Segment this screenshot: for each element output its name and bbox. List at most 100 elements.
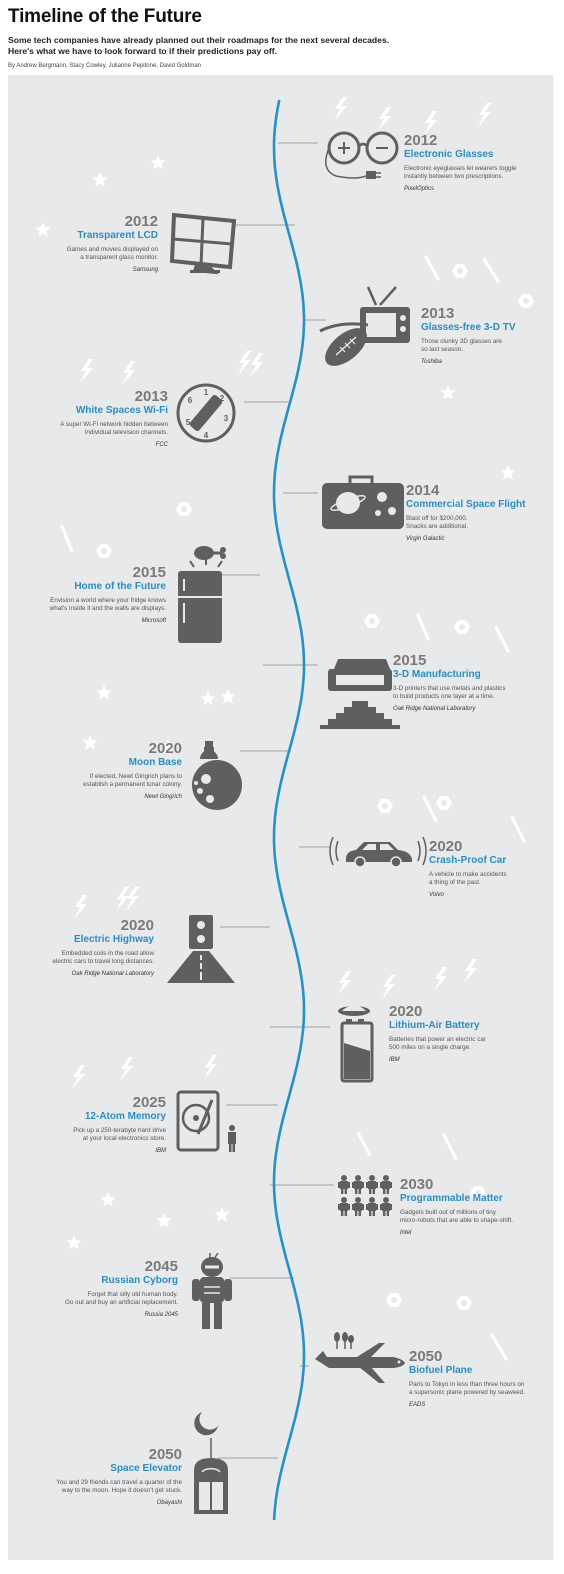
- printer-pyramid-icon: [320, 659, 400, 729]
- timeline-curve: [272, 99, 306, 1521]
- tv-football-icon: [319, 286, 410, 366]
- nut-hole: [382, 803, 388, 809]
- star-decoration: [500, 465, 516, 480]
- star-decoration: [214, 1207, 230, 1222]
- bolt-decoration: [338, 971, 351, 995]
- bolt-decoration: [116, 887, 129, 911]
- bolt-decoration: [250, 353, 263, 377]
- timeline-item-electric-highway: 2020 Electric Highway Embedded coils in …: [8, 917, 155, 977]
- item-source: Volvo: [429, 892, 444, 898]
- item-year: 2020: [148, 740, 182, 757]
- item-description: Those clunky 3D glasses are so last seas…: [421, 338, 502, 353]
- nail-decoration: [442, 1133, 458, 1161]
- nut-hole: [461, 1300, 467, 1306]
- star-decoration: [82, 735, 98, 750]
- timeline-item-crash-proof-car: 2020 Crash-Proof Car A vehicle to make a…: [429, 839, 549, 898]
- timeline-item-programmable-matter: 2030 Programmable Matter Gadgets built o…: [400, 1177, 550, 1236]
- bolt-decoration: [122, 361, 135, 385]
- timeline-item-home-future: 2015 Home of the Future Envision a world…: [8, 565, 166, 624]
- subtitle-line-2: Here's what we have to look forward to i…: [8, 46, 277, 56]
- nail-decoration: [490, 1333, 508, 1361]
- item-title: Lithium-Air Battery: [389, 1020, 480, 1031]
- item-description: Gadgets built out of millions of tiny mi…: [400, 1209, 514, 1224]
- timeline-item-3d-tv: 2013 Glasses-free 3-D TV Those clunky 3D…: [421, 306, 549, 365]
- item-title: Crash-Proof Car: [429, 855, 507, 866]
- nail-decoration: [494, 625, 510, 653]
- star-decoration: [150, 155, 166, 170]
- fridge-icon: [178, 546, 226, 643]
- star-decoration: [100, 1192, 116, 1207]
- item-source: Newt Gingrich: [144, 794, 182, 800]
- svg-text:1: 1: [204, 388, 209, 397]
- star-decoration: [440, 385, 456, 400]
- hard-drive-icon: [176, 1090, 236, 1152]
- bolt-decoration: [204, 1055, 217, 1079]
- item-year: 2015: [132, 564, 166, 581]
- item-year: 2025: [132, 1094, 166, 1111]
- item-year: 2013: [134, 388, 168, 405]
- bolt-decoration: [434, 967, 447, 991]
- bolt-decoration: [80, 359, 93, 383]
- timeline-item-moon-base: 2020 Moon Base If elected, Newt Gingrich…: [8, 741, 182, 800]
- timeline-item-space-elevator: 2050 Space Elevator You and 29 friends c…: [8, 1447, 182, 1506]
- bolt-decoration: [74, 895, 87, 919]
- robots-icon: [338, 1175, 392, 1216]
- bolt-decoration: [334, 97, 347, 121]
- item-description: Blast off for $200,000. Snacks are addit…: [406, 515, 468, 530]
- nut-hole: [391, 1297, 397, 1303]
- item-year: 2012: [124, 213, 158, 230]
- star-decoration: [96, 685, 112, 700]
- item-description: You and 29 friends can travel a quarter …: [56, 1479, 182, 1494]
- item-title: 12-Atom Memory: [84, 1111, 166, 1122]
- timeline-item-battery: 2020 Lithium-Air Battery Batteries that …: [389, 1004, 539, 1063]
- channel-dial-icon: 1 2 3 4 5 6: [176, 383, 236, 443]
- bolt-decoration: [464, 959, 477, 983]
- nail-decoration: [422, 795, 438, 823]
- item-title: Transparent LCD: [77, 230, 158, 241]
- robot-figure: [380, 1197, 392, 1216]
- moon-base-icon: [192, 741, 242, 810]
- nail-decoration: [510, 815, 526, 843]
- bolt-decoration: [238, 351, 251, 375]
- item-source: EADS: [409, 1402, 426, 1408]
- item-title: 3-D Manufacturing: [393, 669, 481, 680]
- subtitle-line-1: Some tech companies have already planned…: [8, 35, 390, 45]
- star-decoration: [66, 1235, 82, 1250]
- item-source: Russia 2045: [144, 1312, 178, 1318]
- background-decorations: [35, 97, 534, 1361]
- item-source: Oak Ridge National Laboratory: [71, 971, 154, 977]
- timeline-item-atom-memory: 2025 12-Atom Memory Pick up a 250-teraby…: [8, 1095, 166, 1154]
- item-description: Pick up a 250-terabyte hard drive at you…: [73, 1127, 166, 1142]
- item-source: Intel: [400, 1230, 412, 1236]
- item-year: 2015: [393, 652, 427, 669]
- timeline-panel: 1 2 3 4 5 6: [8, 75, 553, 1560]
- item-year: 2014: [406, 482, 440, 499]
- nut-hole: [369, 618, 375, 624]
- item-title: Biofuel Plane: [409, 1365, 473, 1376]
- item-title: Moon Base: [128, 757, 182, 768]
- item-source: IBM: [389, 1057, 400, 1063]
- outlet-road-icon: [167, 915, 235, 983]
- bolt-decoration: [478, 103, 491, 127]
- item-description: Batteries that power an electric car 500…: [389, 1036, 486, 1051]
- eyeglasses-icon: [325, 131, 399, 179]
- item-source: Oak Ridge National Laboratory: [393, 706, 476, 712]
- svg-text:5: 5: [186, 418, 191, 427]
- svg-text:3: 3: [224, 414, 229, 423]
- nail-decoration: [424, 255, 440, 281]
- star-decoration: [200, 691, 216, 706]
- nut-hole: [523, 298, 529, 304]
- item-title: Programmable Matter: [400, 1193, 503, 1204]
- item-title: White Spaces Wi-Fi: [75, 405, 168, 416]
- item-description: Games and movies displayed on a transpar…: [66, 246, 158, 261]
- space-elevator-icon: [194, 1412, 228, 1514]
- star-decoration: [448, 497, 464, 512]
- item-description: If elected, Newt Gingrich plans to estab…: [83, 773, 182, 788]
- star-decoration: [160, 739, 176, 754]
- item-description: Embedded coils in the road allow electri…: [52, 950, 155, 965]
- robot-figure: [352, 1175, 364, 1194]
- item-year: 2020: [120, 917, 154, 934]
- item-description: A super Wi-Fi network hidden between ind…: [60, 421, 168, 436]
- item-year: 2013: [421, 305, 455, 322]
- bolt-decoration: [378, 107, 391, 131]
